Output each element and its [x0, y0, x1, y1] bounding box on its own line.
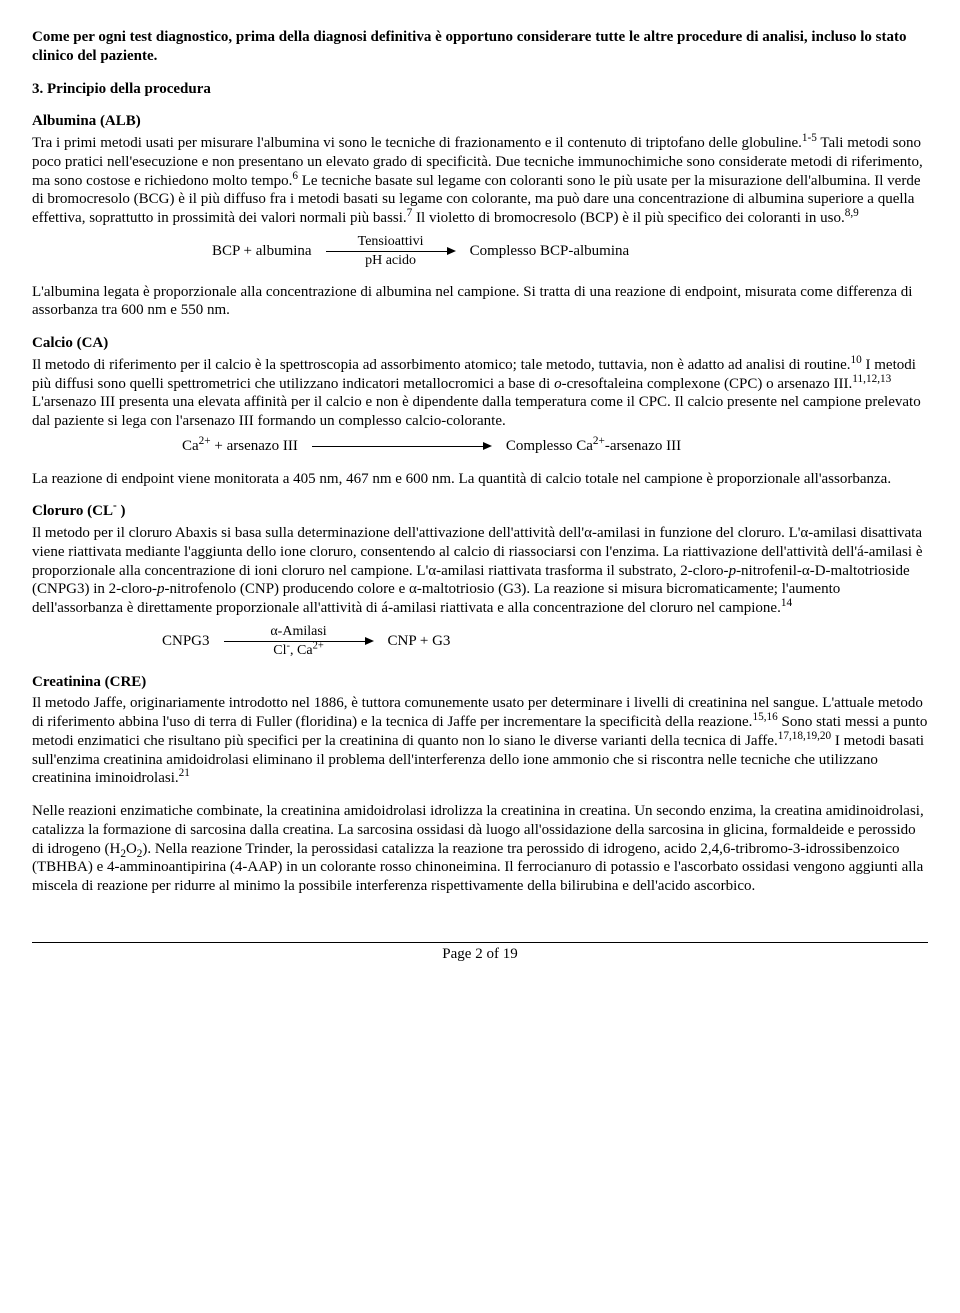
cre-heading: Creatinina (CRE)	[32, 673, 928, 692]
section-3-title: 3. Principio della procedura	[32, 80, 928, 99]
alb-reaction-lhs: BCP + albumina	[212, 242, 312, 261]
intro-warning: Come per ogni test diagnostico, prima de…	[32, 28, 928, 66]
cl-reaction: CNPG3 α-Amilasi Cl-, Ca2+ CNP + G3	[32, 624, 928, 659]
cre-paragraph-2: Nelle reazioni enzimatiche combinate, la…	[32, 802, 928, 896]
alb-heading: Albumina (ALB)	[32, 112, 928, 131]
alb-reaction-rhs: Complesso BCP-albumina	[470, 242, 630, 261]
cl-reaction-lhs: CNPG3	[162, 632, 210, 651]
cl-paragraph: Il metodo per il cloruro Abaxis si basa …	[32, 524, 928, 618]
page-footer: Page 2 of 19	[32, 942, 928, 964]
reaction-arrow: α-Amilasi Cl-, Ca2+	[224, 624, 374, 659]
cl-reaction-rhs: CNP + G3	[388, 632, 451, 651]
ca-reaction-lhs: Ca2+ + arsenazo III	[182, 437, 298, 456]
ca-paragraph-2: La reazione di endpoint viene monitorata…	[32, 470, 928, 489]
alb-reaction: BCP + albumina Tensioattivi pH acido Com…	[32, 234, 928, 269]
ca-reaction: Ca2+ + arsenazo III Complesso Ca2+-arsen…	[32, 437, 928, 456]
ca-reaction-rhs: Complesso Ca2+-arsenazo III	[506, 437, 681, 456]
reaction-arrow: Tensioattivi pH acido	[326, 234, 456, 269]
alb-paragraph-2: L'albumina legata è proporzionale alla c…	[32, 283, 928, 321]
arrow-below: pH acido	[365, 253, 416, 268]
ca-paragraph: Il metodo di riferimento per il calcio è…	[32, 356, 928, 431]
ca-heading: Calcio (CA)	[32, 334, 928, 353]
alb-paragraph: Tra i primi metodi usati per misurare l'…	[32, 134, 928, 228]
arrow-below: Cl-, Ca2+	[273, 643, 323, 658]
reaction-arrow	[312, 442, 492, 450]
cre-paragraph: Il metodo Jaffe, originariamente introdo…	[32, 694, 928, 788]
cl-heading: Cloruro (CL- )	[32, 502, 928, 521]
